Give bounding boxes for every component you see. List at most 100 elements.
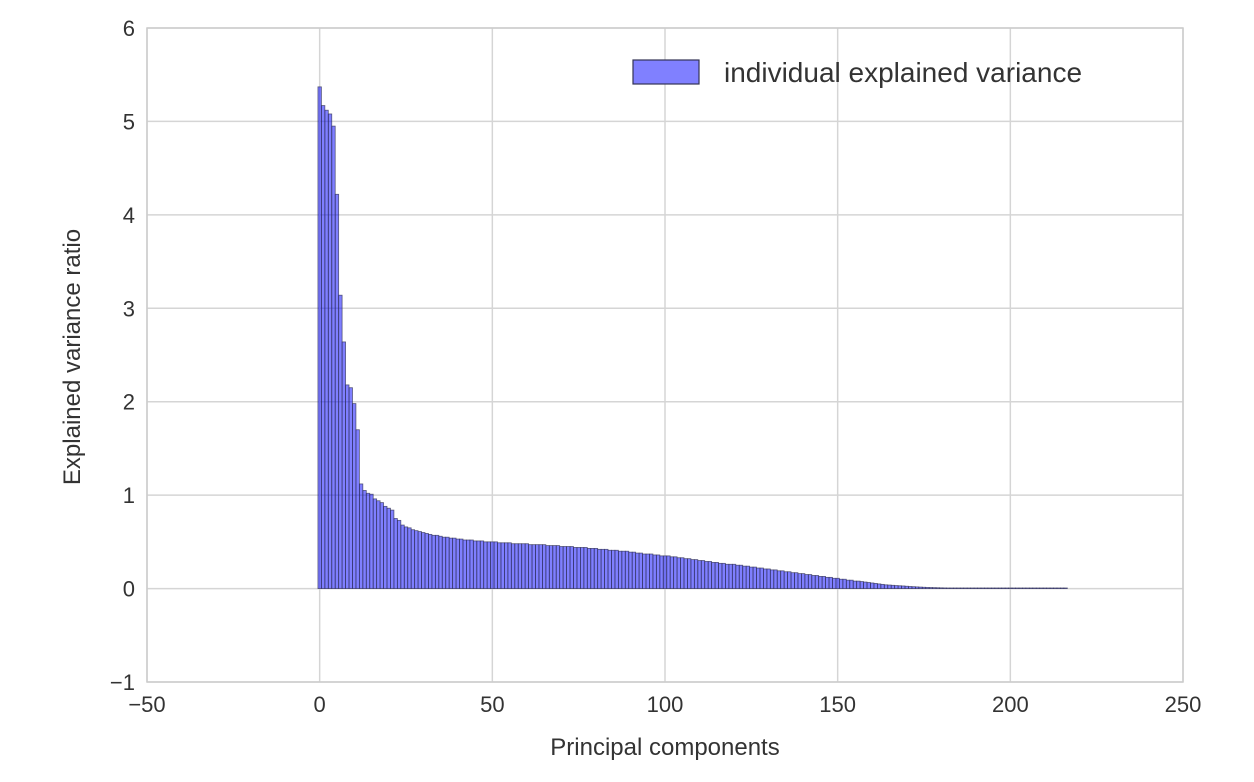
bar <box>676 557 681 589</box>
bar <box>718 562 723 589</box>
bar <box>372 498 378 589</box>
x-tick-label: 150 <box>819 692 856 717</box>
bar <box>845 579 851 589</box>
bar <box>904 585 909 589</box>
bar <box>1018 587 1023 589</box>
legend-swatch <box>632 59 700 85</box>
bar <box>1039 587 1044 589</box>
legend: individual explained variance <box>632 57 1082 88</box>
bar <box>434 534 440 589</box>
legend-label: individual explained variance <box>724 57 1082 88</box>
bar <box>414 530 419 589</box>
bar <box>479 540 485 589</box>
bar <box>683 558 688 589</box>
bar <box>517 543 523 589</box>
bar <box>835 577 840 589</box>
bar <box>352 403 357 589</box>
bar <box>942 587 947 589</box>
bar <box>611 549 616 589</box>
bar <box>749 566 754 589</box>
bar <box>804 574 809 589</box>
bar <box>790 572 795 589</box>
bar <box>849 579 854 589</box>
bar <box>1032 587 1037 589</box>
bar <box>327 113 333 589</box>
x-tick-label: 50 <box>480 692 504 717</box>
bar <box>566 546 571 589</box>
bar <box>1022 587 1027 589</box>
bar <box>731 563 737 589</box>
bar <box>383 505 388 589</box>
bar <box>390 509 395 589</box>
bar <box>604 548 609 589</box>
bar <box>973 587 978 589</box>
bar <box>410 529 416 589</box>
bar <box>780 570 785 589</box>
bar <box>952 587 958 589</box>
y-tick-label: 4 <box>123 203 135 228</box>
bar <box>970 587 975 589</box>
x-tick-label: −50 <box>128 692 165 717</box>
y-tick-label: 2 <box>123 390 135 415</box>
bar <box>742 565 747 589</box>
bar <box>838 578 844 589</box>
bar <box>607 549 612 589</box>
bar <box>1001 587 1006 589</box>
bar <box>673 556 678 589</box>
bar <box>462 539 467 589</box>
y-axis-label: Explained variance ratio <box>59 229 86 485</box>
bar <box>759 567 764 589</box>
bar <box>421 532 426 589</box>
bar <box>828 576 833 589</box>
bar <box>338 294 343 589</box>
bar <box>635 552 640 589</box>
bar <box>476 540 481 589</box>
bar <box>745 565 751 589</box>
bar <box>469 539 474 589</box>
y-tick-label: 1 <box>123 483 135 508</box>
bar <box>452 537 457 589</box>
bar <box>801 573 806 589</box>
bar <box>396 519 402 589</box>
bar <box>324 109 329 589</box>
bar <box>752 566 757 589</box>
bar <box>493 541 498 589</box>
y-tick-label: 0 <box>123 577 135 602</box>
bar <box>490 541 495 589</box>
bar <box>728 563 733 589</box>
y-tick-label: 6 <box>123 16 135 41</box>
bar <box>863 581 868 589</box>
bar <box>721 562 726 589</box>
bar <box>825 576 830 589</box>
bar <box>918 586 923 589</box>
bar <box>376 500 381 589</box>
bar <box>403 526 409 589</box>
bar <box>652 554 657 589</box>
bar <box>921 586 927 589</box>
bar <box>818 576 823 589</box>
bar <box>887 584 892 589</box>
bar <box>766 568 771 589</box>
bar <box>880 583 885 589</box>
bar <box>459 538 464 589</box>
bar <box>980 587 985 589</box>
bar <box>1025 587 1030 589</box>
plot-frame <box>146 27 1184 683</box>
bar <box>531 544 536 589</box>
bar <box>483 541 488 589</box>
bar <box>1028 587 1034 589</box>
bar <box>1060 587 1065 589</box>
bar <box>583 547 588 589</box>
bar <box>593 547 599 589</box>
bar <box>362 490 367 589</box>
bar <box>1004 587 1010 589</box>
bar <box>441 536 447 589</box>
bar <box>662 555 668 589</box>
bar <box>562 546 567 589</box>
bar <box>666 555 671 589</box>
bars-layer <box>317 86 1068 589</box>
bar <box>956 587 961 589</box>
x-tick-label: 100 <box>647 692 684 717</box>
bar <box>773 569 778 589</box>
bar <box>866 582 871 589</box>
